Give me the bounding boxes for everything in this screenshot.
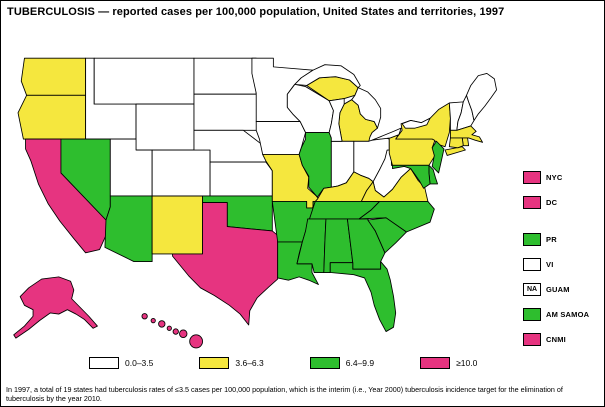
legend-item-4: ≥10.0 — [420, 357, 477, 369]
territory-swatch-nyc — [523, 171, 541, 184]
legend-label-3: 6.4–9.9 — [345, 358, 375, 368]
state-AK — [13, 276, 98, 339]
territory-swatch-cnmi — [523, 333, 541, 346]
state-MD — [392, 164, 431, 189]
territory-label-guam: GUAM — [546, 285, 570, 294]
state-OR — [17, 94, 87, 140]
state-CT — [448, 137, 464, 149]
state-IA — [255, 121, 306, 155]
state-MT — [93, 57, 195, 105]
legend-swatch-4 — [420, 357, 451, 369]
territory-item-cnmi: CNMI — [523, 333, 589, 346]
footnote: In 1997, a total of 19 states had tuberc… — [6, 385, 563, 404]
legend-swatch-3 — [309, 357, 340, 369]
lake-superior — [294, 64, 361, 89]
territory-item-guam: NA GUAM — [523, 283, 589, 296]
legend-swatch-1 — [89, 357, 119, 369]
territory-label-cnmi: CNMI — [546, 335, 566, 344]
state-SD — [193, 93, 258, 131]
legend-swatch-2 — [199, 357, 230, 369]
legend-item-1: 0.0–3.5 — [89, 357, 153, 369]
legend-item-2: 3.6–6.3 — [199, 357, 264, 369]
us-map — [13, 57, 497, 349]
territory-legend: NYC DC PR VI NA GUAM AM SAMOA CNMI — [523, 171, 589, 358]
territory-item-nyc: NYC — [523, 171, 589, 184]
great-lakes — [294, 64, 431, 142]
territory-swatch-am-samoa — [523, 308, 541, 321]
territory-label-vi: VI — [546, 260, 554, 269]
lake-erie — [371, 127, 402, 141]
legend-label-4: ≥10.0 — [456, 358, 478, 368]
state-CO — [151, 149, 211, 197]
lake-huron — [351, 87, 382, 129]
territory-item-vi: VI — [523, 258, 589, 271]
state-KS — [209, 161, 273, 197]
state-NJ — [431, 140, 445, 174]
category-legend: 0.0–3.5 3.6–6.3 6.4–9.9 ≥10.0 — [89, 357, 523, 369]
state-WA — [20, 57, 87, 96]
state-AZ — [104, 195, 153, 262]
state-SC — [367, 217, 407, 254]
lake-michigan — [328, 98, 345, 142]
legend-item-3: 6.4–9.9 — [309, 357, 375, 369]
state-TX — [172, 202, 279, 326]
state-AR — [271, 200, 316, 243]
territory-swatch-dc — [523, 196, 541, 209]
territory-swatch-guam: NA — [523, 283, 541, 296]
state-VA — [360, 168, 429, 202]
territory-label-am-samoa: AM SAMOA — [546, 310, 590, 319]
state-HI — [141, 313, 203, 349]
state-WY — [135, 103, 195, 151]
territory-label-nyc: NYC — [546, 173, 563, 182]
state-FL — [329, 261, 397, 332]
territory-swatch-pr — [523, 233, 541, 246]
territory-item-dc: DC — [523, 196, 589, 209]
legend-label-1: 0.0–3.5 — [125, 358, 154, 368]
territory-item-pr: PR — [523, 233, 589, 246]
territory-swatch-vi — [523, 258, 541, 271]
territory-item-am-samoa: AM SAMOA — [523, 308, 589, 321]
figure-title: TUBERCULOSIS — reported cases per 100,00… — [7, 6, 505, 18]
state-ME — [466, 73, 497, 121]
territory-label-dc: DC — [546, 198, 558, 207]
legend-label-2: 3.6–6.3 — [235, 358, 264, 368]
state-NM — [151, 195, 203, 255]
territory-label-pr: PR — [546, 235, 557, 244]
state-ND — [193, 57, 257, 95]
lake-ontario — [401, 117, 431, 129]
state-NY-long-island — [444, 146, 466, 156]
